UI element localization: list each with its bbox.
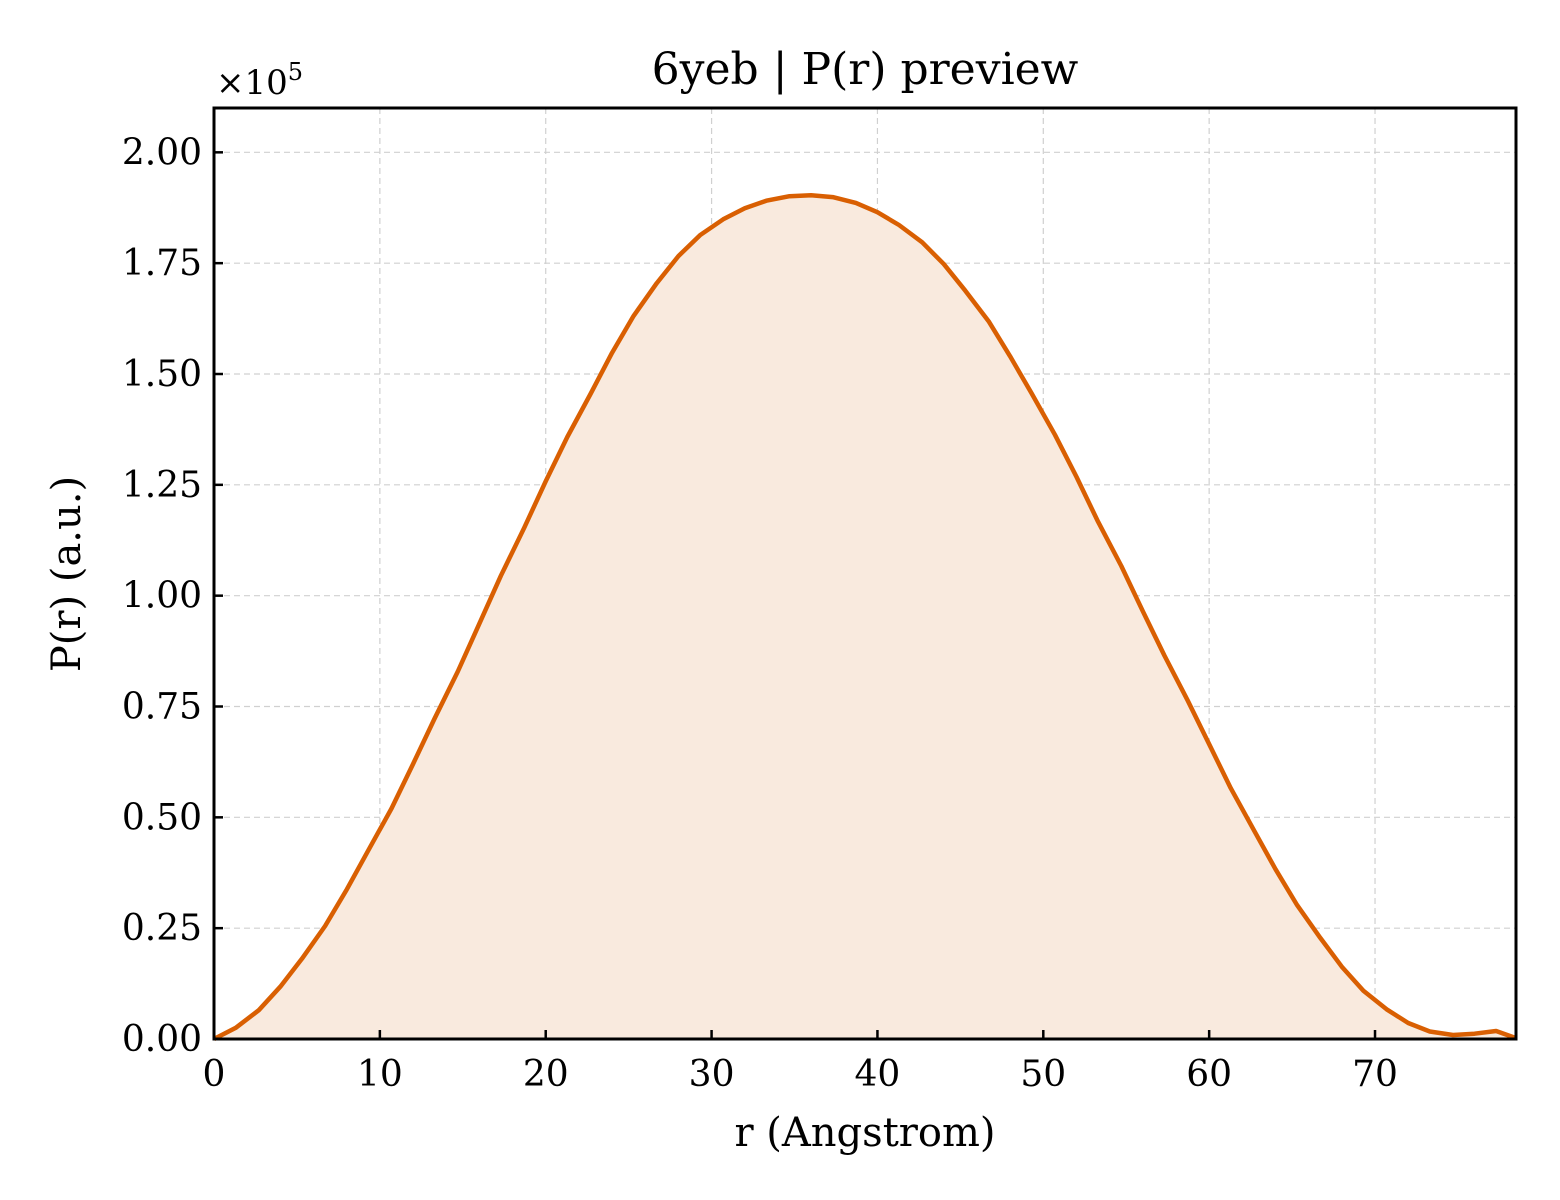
pr-area-fill — [214, 195, 1516, 1040]
x-axis-label: r (Angstrom) — [734, 1110, 995, 1156]
y-offset-label: ×105 — [216, 58, 303, 103]
x-tick-label: 0 — [203, 1054, 226, 1095]
y-offset-exponent: 5 — [288, 58, 303, 86]
y-tick-label: 1.25 — [122, 465, 202, 506]
pr-series-line — [212, 193, 1517, 1042]
x-tick-label: 50 — [1020, 1054, 1066, 1095]
y-tick-label: 0.50 — [122, 797, 202, 838]
x-tick-label: 30 — [689, 1054, 735, 1095]
x-tick-label: 40 — [855, 1054, 901, 1095]
x-tick-label: 10 — [357, 1054, 403, 1095]
y-offset-base: ×10 — [216, 63, 288, 103]
y-tick-label: 0.25 — [122, 908, 202, 949]
chart-title: 6yeb | P(r) preview — [652, 44, 1079, 95]
x-tick-label: 20 — [523, 1054, 569, 1095]
y-tick-label: 0.00 — [122, 1019, 202, 1060]
x-tick-label: 70 — [1352, 1054, 1398, 1095]
y-tick-label: 0.75 — [122, 687, 202, 728]
y-tick-label: 1.75 — [122, 243, 202, 284]
plot-frame — [212, 106, 1518, 1041]
y-tick-label: 1.00 — [122, 576, 202, 617]
y-tick-label: 1.50 — [122, 354, 202, 395]
y-tick-label: 2.00 — [122, 132, 202, 173]
x-tick-label: 60 — [1186, 1054, 1232, 1095]
tick-labels: 0 10 20 30 40 50 60 70 0.00 0.25 0.50 0.75 1.00 1.25 1… — [122, 132, 1398, 1095]
y-axis-label: P(r) (a.u.) — [44, 476, 90, 672]
